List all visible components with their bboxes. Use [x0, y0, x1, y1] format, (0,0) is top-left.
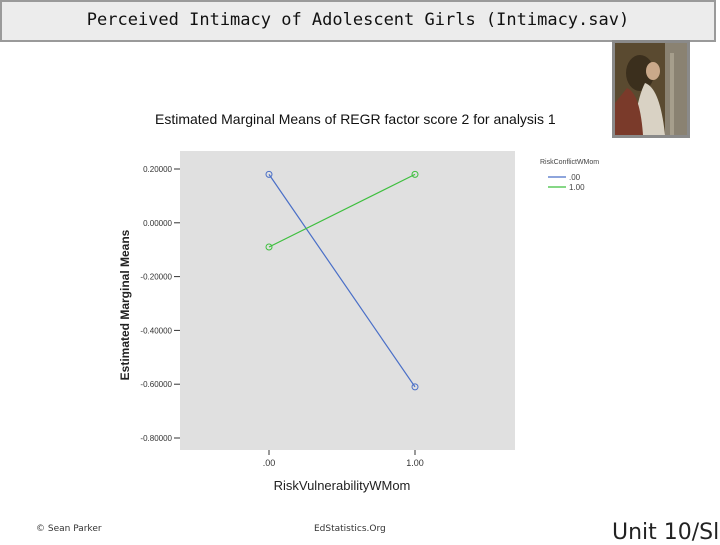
- page-title: Perceived Intimacy of Adolescent Girls (…: [86, 10, 630, 30]
- x-tick-label: 1.00: [406, 458, 424, 468]
- chart-title: Estimated Marginal Means of REGR factor …: [155, 111, 556, 127]
- painting-image: [612, 40, 690, 138]
- data-point: [411, 170, 419, 178]
- slide-number: Unit 10/Slide: [612, 520, 720, 545]
- y-tick-label: -0.20000: [140, 273, 172, 282]
- legend-label: 1.00: [569, 183, 585, 192]
- copyright-text: © Sean Parker: [36, 524, 102, 534]
- painting-icon: [615, 43, 687, 135]
- legend-label: .00: [569, 173, 581, 182]
- y-tick-label: -0.40000: [140, 326, 172, 335]
- series-line-1: [268, 173, 416, 248]
- data-point: [265, 243, 273, 251]
- plot-area: [180, 151, 515, 450]
- y-tick-label: 0.00000: [143, 219, 172, 228]
- data-point: [265, 170, 273, 178]
- title-bar: [0, 0, 716, 42]
- y-tick-label: -0.60000: [140, 380, 172, 389]
- x-tick-label: .00: [263, 458, 276, 468]
- legend-title: RiskConflictWMom: [540, 159, 599, 166]
- x-axis-label: RiskVulnerabilityWMom: [274, 478, 411, 493]
- y-tick-label: 0.20000: [143, 165, 172, 174]
- data-point: [411, 383, 419, 391]
- y-tick-label: -0.80000: [140, 434, 172, 443]
- y-axis-label: Estimated Marginal Means: [118, 229, 132, 380]
- website-text: EdStatistics.Org: [314, 524, 386, 534]
- series-line-0: [268, 174, 416, 388]
